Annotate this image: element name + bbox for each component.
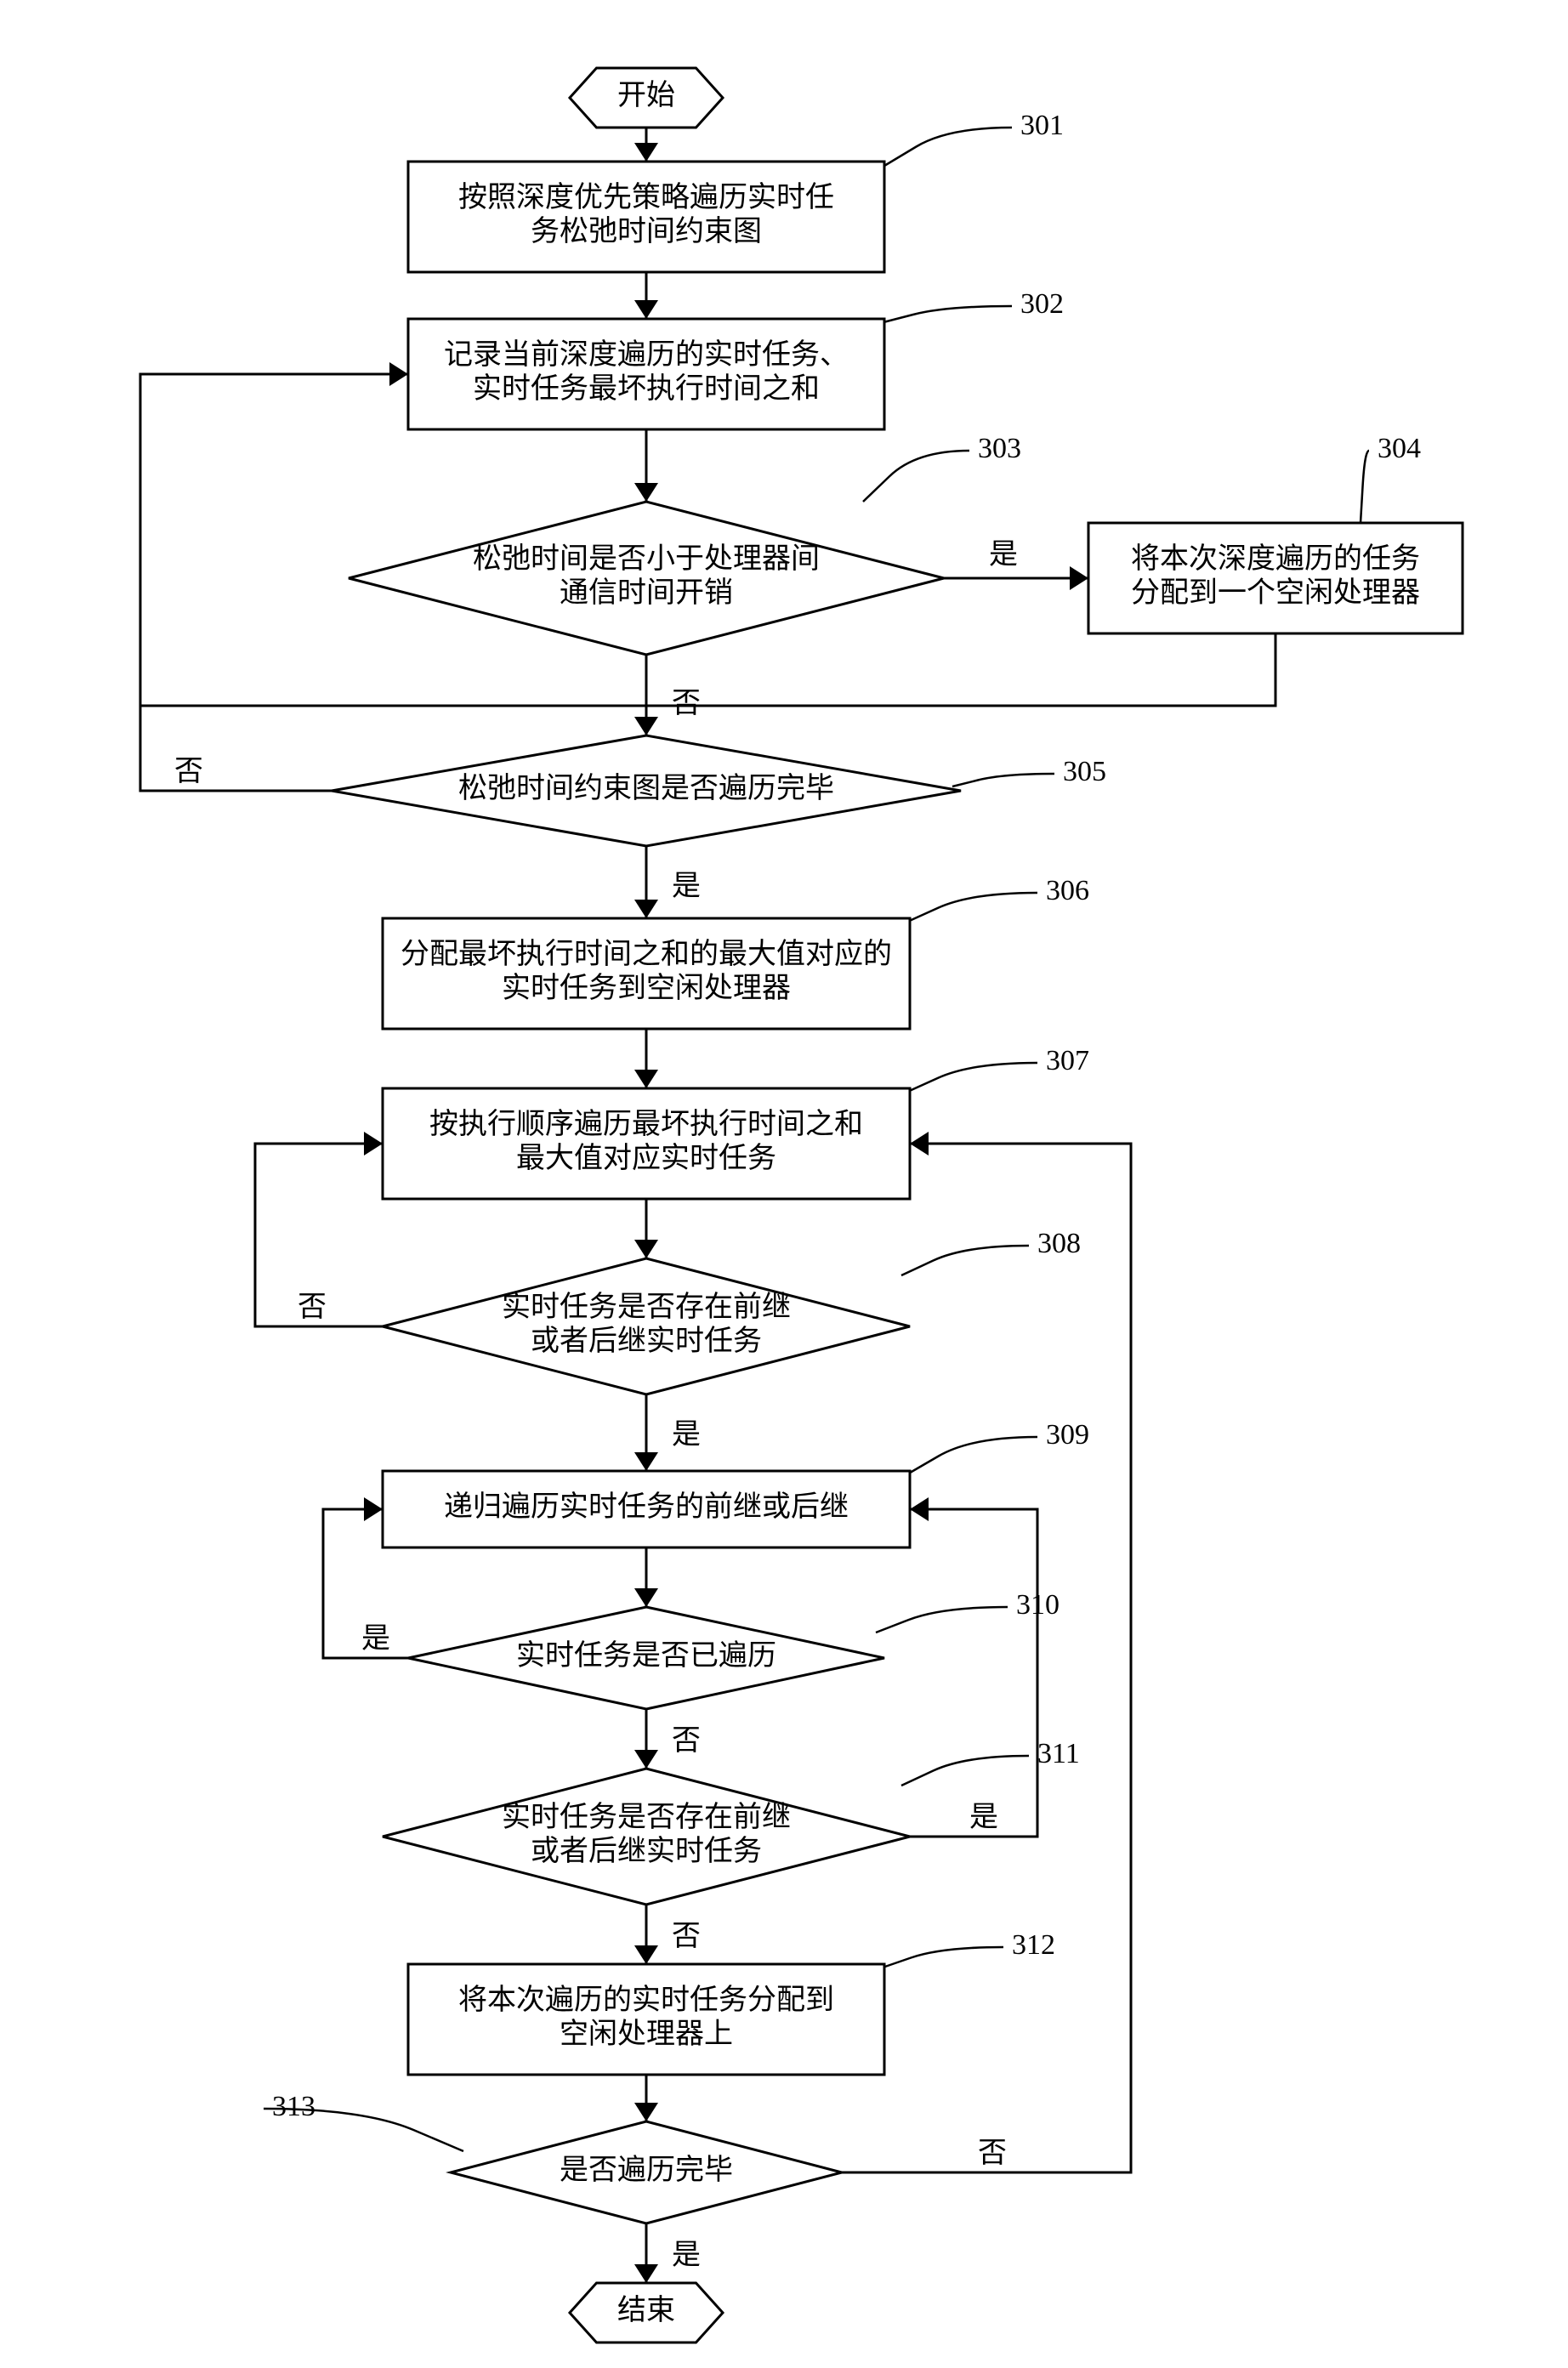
nodes-layer: 开始按照深度优先策略遍历实时任务松弛时间约束图记录当前深度遍历的实时任务、实时任… <box>332 68 1463 2342</box>
edge-label: 否 <box>174 756 203 787</box>
step-number-label: 311 <box>1037 1738 1080 1769</box>
step-number-label: 307 <box>1046 1045 1089 1076</box>
node-text-line: 松弛时间约束图是否遍历完毕 <box>458 772 834 804</box>
step-number-label: 301 <box>1020 110 1064 141</box>
node-text-line: 开始 <box>617 79 675 111</box>
node-text-line: 通信时间开销 <box>560 576 733 609</box>
step-number-label: 305 <box>1063 756 1106 787</box>
node-text-line: 最大值对应实时任务 <box>516 1142 776 1174</box>
step-leader <box>952 774 1054 786</box>
node-text-line: 实时任务是否存在前继 <box>502 1291 791 1323</box>
node-n303: 松弛时间是否小于处理器间通信时间开销 <box>349 502 944 655</box>
step-number-label: 303 <box>978 433 1021 464</box>
step-leader <box>880 1947 1003 1968</box>
node-text-line: 结束 <box>617 2294 675 2326</box>
node-text-line: 分配到一个空闲处理器 <box>1131 576 1420 609</box>
node-n308: 实时任务是否存在前继或者后继实时任务 <box>383 1258 910 1394</box>
edges-layer: 否是否是是否是否是否否是 <box>140 128 1369 2283</box>
node-text-line: 实时任务最坏执行时间之和 <box>473 372 820 405</box>
step-number-label: 312 <box>1012 1929 1055 1961</box>
node-text-line: 递归遍历实时任务的前继或后继 <box>444 1491 849 1523</box>
node-text-line: 实时任务是否存在前继 <box>502 1801 791 1833</box>
edge-label: 是 <box>672 871 701 902</box>
edge-label: 否 <box>672 688 701 719</box>
step-number-label: 309 <box>1046 1419 1089 1451</box>
node-start: 开始 <box>570 68 723 128</box>
node-n312: 将本次遍历的实时任务分配到空闲处理器上 <box>408 1964 884 2075</box>
node-text-line: 实时任务是否已遍历 <box>516 1639 776 1672</box>
node-n309: 递归遍历实时任务的前继或后继 <box>383 1471 910 1547</box>
node-n307: 按执行顺序遍历最坏执行时间之和最大值对应实时任务 <box>383 1088 910 1199</box>
step-leader <box>906 1063 1037 1093</box>
node-text-line: 是否遍历完毕 <box>560 2154 733 2186</box>
step-leader <box>901 1246 1029 1275</box>
step-leader <box>876 1607 1008 1633</box>
edge-label: 否 <box>672 1725 701 1757</box>
node-text-line: 或者后继实时任务 <box>531 1325 762 1357</box>
step-leader <box>863 451 969 502</box>
step-number-label: 308 <box>1037 1228 1081 1259</box>
step-number-label: 304 <box>1378 433 1421 464</box>
step-number-label: 313 <box>272 2091 315 2122</box>
node-text-line: 分配最坏执行时间之和的最大值对应的 <box>401 938 892 970</box>
step-leader <box>884 128 1012 166</box>
node-n304: 将本次深度遍历的任务分配到一个空闲处理器 <box>1088 523 1463 633</box>
step-leader <box>1361 451 1369 523</box>
step-leader <box>880 306 1012 323</box>
node-text-line: 将本次深度遍历的任务 <box>1131 542 1420 575</box>
edge-label: 是 <box>361 1623 390 1655</box>
node-text-line: 松弛时间是否小于处理器间 <box>473 542 820 575</box>
edge-label: 否 <box>978 2138 1007 2169</box>
node-text-line: 记录当前深度遍历的实时任务、 <box>444 338 849 371</box>
step-leader <box>906 1437 1037 1475</box>
node-n302: 记录当前深度遍历的实时任务、实时任务最坏执行时间之和 <box>408 319 884 429</box>
node-text-line: 按执行顺序遍历最坏执行时间之和 <box>429 1108 863 1140</box>
step-leader <box>901 1756 1029 1786</box>
step-number-label: 310 <box>1016 1589 1060 1621</box>
edge-label: 是 <box>672 2240 701 2271</box>
flowchart-canvas: 否是否是是否是否是否否是开始按照深度优先策略遍历实时任务松弛时间约束图记录当前深… <box>0 0 1568 2368</box>
node-n311: 实时任务是否存在前继或者后继实时任务 <box>383 1769 910 1905</box>
node-text-line: 或者后继实时任务 <box>531 1835 762 1867</box>
node-n305: 松弛时间约束图是否遍历完毕 <box>332 735 961 846</box>
node-n301: 按照深度优先策略遍历实时任务松弛时间约束图 <box>408 162 884 272</box>
flow-edge <box>140 374 332 791</box>
node-text-line: 务松弛时间约束图 <box>531 215 762 247</box>
node-n306: 分配最坏执行时间之和的最大值对应的实时任务到空闲处理器 <box>383 918 910 1029</box>
edge-label: 是 <box>672 1419 701 1451</box>
flow-edge <box>910 1509 1037 1837</box>
node-n310: 实时任务是否已遍历 <box>408 1607 884 1709</box>
node-text-line: 将本次遍历的实时任务分配到 <box>458 1984 834 2016</box>
node-text-line: 空闲处理器上 <box>560 2018 733 2050</box>
edge-label: 是 <box>989 539 1018 571</box>
edge-label: 是 <box>969 1802 998 1833</box>
node-n313: 是否遍历完毕 <box>451 2121 842 2223</box>
node-text-line: 实时任务到空闲处理器 <box>502 972 791 1004</box>
edge-label: 否 <box>672 1921 701 1952</box>
edge-label: 否 <box>298 1292 327 1323</box>
step-leader <box>906 893 1037 923</box>
step-number-label: 306 <box>1046 875 1089 906</box>
step-number-label: 302 <box>1020 288 1064 320</box>
node-text-line: 按照深度优先策略遍历实时任 <box>458 181 834 213</box>
node-end: 结束 <box>570 2283 723 2342</box>
